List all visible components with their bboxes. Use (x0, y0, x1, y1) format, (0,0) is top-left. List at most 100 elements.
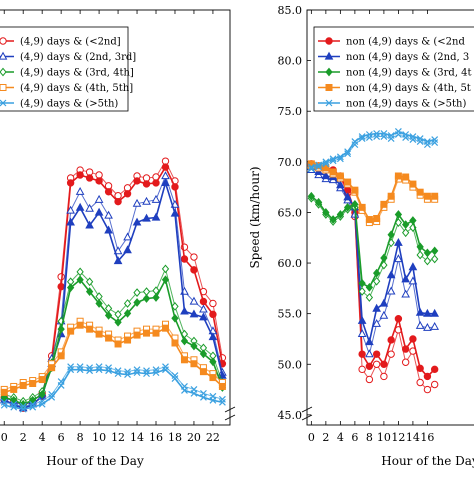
data-point (387, 350, 395, 358)
data-point (132, 198, 142, 207)
x-tick-label: 10 (92, 431, 106, 444)
y-tick-label: 70.0 (278, 156, 303, 169)
data-point (133, 369, 141, 377)
data-point (143, 329, 151, 337)
legend-box (313, 26, 474, 112)
legend-marker (0, 51, 8, 60)
data-point (321, 171, 331, 180)
data-point (408, 262, 418, 271)
x-tick-label: 8 (77, 431, 84, 444)
data-point (344, 178, 352, 186)
data-point (416, 188, 424, 196)
data-point (67, 327, 75, 335)
legend-marker (0, 84, 7, 91)
data-point (209, 299, 217, 308)
data-point (401, 289, 410, 298)
data-point (190, 360, 198, 368)
data-point (344, 150, 352, 158)
data-point (208, 332, 218, 341)
series-line (3, 324, 223, 394)
data-point (394, 172, 402, 180)
x-tick-label: 6 (351, 431, 358, 444)
data-point (409, 216, 417, 225)
data-point (10, 403, 18, 411)
data-point (190, 266, 198, 274)
data-point (344, 148, 352, 156)
data-point (29, 403, 37, 411)
data-point (365, 349, 374, 358)
legend-item: (4,9) days & (>5th) (0, 99, 118, 110)
data-point (161, 178, 170, 187)
data-point (415, 320, 425, 329)
data-point (329, 215, 337, 224)
data-point (152, 293, 160, 302)
data-point (29, 380, 37, 387)
legend: non (4,9) days & (<2nd non (4,9) days & (… (313, 26, 474, 112)
x-tick-label: 2 (20, 431, 27, 444)
data-point (365, 362, 374, 370)
data-point (189, 296, 199, 305)
data-point (394, 128, 402, 135)
data-point (152, 179, 160, 187)
data-point (171, 302, 179, 311)
data-point (190, 341, 198, 351)
legend-item: (4,9) days & (2nd, 3rd] (0, 51, 136, 63)
data-point (209, 357, 217, 367)
data-point (66, 283, 75, 293)
data-point (181, 386, 188, 394)
data-point (423, 138, 431, 146)
data-point (142, 213, 151, 222)
legend-marker (325, 99, 333, 107)
axis-break-mark (301, 414, 313, 421)
y-tick-label: 80.0 (278, 55, 303, 68)
data-point (161, 163, 170, 171)
legend-item: non (4,9) days & (2nd, 3 (318, 51, 469, 63)
legend: (4,9) days & (<2nd] (4,9) days & (2nd, 3r… (0, 26, 136, 112)
data-point (357, 329, 367, 338)
data-point (76, 275, 84, 285)
data-point (95, 366, 103, 374)
data-point (358, 203, 366, 211)
data-point (171, 375, 179, 382)
data-point (114, 317, 122, 327)
data-point (380, 200, 388, 208)
data-point (423, 308, 432, 317)
data-point (171, 339, 179, 347)
data-point (431, 246, 439, 256)
data-point (66, 205, 75, 214)
legend-marker (324, 51, 334, 60)
data-point (401, 358, 410, 366)
data-point (142, 287, 151, 296)
data-point (431, 192, 439, 200)
data-point (66, 217, 75, 226)
data-point (430, 365, 439, 374)
data-point (423, 192, 431, 200)
data-point (161, 275, 170, 285)
data-point (114, 370, 122, 378)
data-point (394, 237, 403, 246)
data-point (142, 294, 151, 303)
data-point (114, 197, 122, 206)
x-tick-label: 2 (322, 431, 329, 444)
data-point (104, 188, 113, 196)
data-point (423, 248, 432, 258)
series-line (4, 368, 223, 411)
data-point (307, 163, 315, 171)
data-point (94, 207, 104, 216)
legend-marker (0, 99, 7, 107)
legend-item: non (4,9) days & (3rd, 4t (318, 68, 472, 79)
axis-break-mark (224, 406, 236, 413)
data-point (48, 390, 56, 398)
data-point (416, 242, 424, 252)
series-4 (307, 160, 439, 227)
data-point (200, 393, 207, 401)
data-point (86, 325, 94, 333)
data-point (0, 392, 8, 402)
data-point (85, 174, 94, 182)
data-point (199, 312, 208, 321)
data-point (19, 381, 27, 389)
x-tick-label: 16 (420, 431, 434, 444)
legend-marker (325, 67, 333, 77)
data-point (189, 309, 199, 318)
